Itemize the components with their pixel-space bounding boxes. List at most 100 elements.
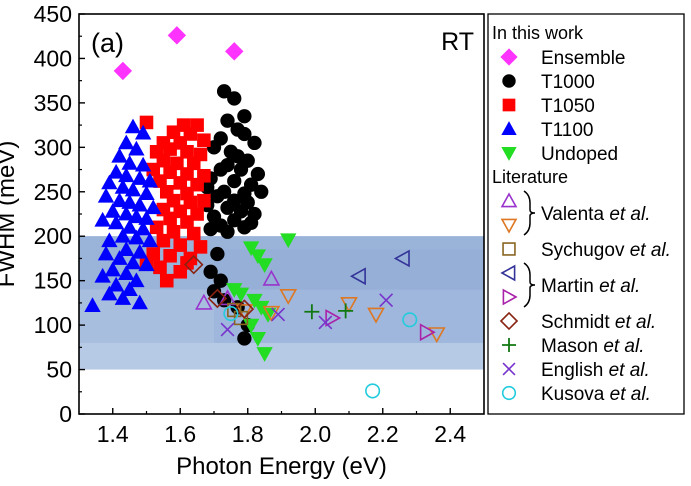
point-t1000 (227, 213, 242, 228)
point-martin-et-al (349, 267, 366, 286)
point-t1100 (111, 250, 128, 265)
point-t1100 (134, 124, 152, 140)
point-ensemble (225, 42, 244, 61)
rt-annotation: RT (441, 28, 474, 56)
point-undoped (232, 287, 250, 303)
point-t1100 (111, 192, 128, 208)
series-mason-et-al-plus (304, 303, 354, 320)
y-tick-label-200: 200 (34, 223, 72, 249)
point-t1100 (118, 205, 135, 221)
point-english-et-al (220, 322, 235, 337)
point-t1050 (180, 145, 194, 159)
point-t1000 (213, 162, 228, 177)
point-t1000 (254, 184, 269, 199)
point-t1050 (163, 165, 177, 179)
series-t1100-triangle-up (84, 118, 162, 312)
point-t1100 (114, 227, 132, 243)
point-t1100 (138, 185, 155, 200)
legend-label-t1050: T1050 (541, 96, 595, 117)
legend-marker-martin-2 (502, 288, 518, 306)
y-tick-label-0: 0 (59, 401, 72, 427)
legend-marker-valenta-2 (500, 218, 518, 234)
legend-box (487, 13, 685, 415)
point-schmidt-et-al (183, 254, 204, 275)
point-t1000 (227, 173, 242, 189)
point-t1000 (243, 215, 259, 231)
point-t1100 (124, 118, 142, 134)
x-tick-label-2: 2.0 (299, 421, 331, 447)
point-t1050 (159, 273, 174, 288)
point-t1100 (131, 170, 148, 185)
point-t1000 (220, 224, 235, 239)
legend-etal: et al. (630, 240, 671, 261)
legend-label-schmidt: Schmidt et al. (541, 312, 656, 333)
point-t1000 (220, 200, 235, 215)
point-t1050 (190, 177, 204, 192)
legend-marker-t1050 (502, 98, 516, 112)
point-t1050 (163, 249, 177, 263)
point-t1000 (213, 273, 228, 288)
point-t1050 (156, 233, 171, 248)
x-axis-label: Photon Energy (eV) (176, 453, 387, 480)
point-t1000 (250, 166, 266, 182)
point-t1050 (173, 238, 188, 252)
series-martin-et-al-triangle-right (325, 309, 436, 342)
legend-header-literature: Literature (492, 167, 568, 187)
point-undoped (249, 249, 267, 265)
point-t1100 (141, 172, 159, 188)
point-t1100 (118, 134, 135, 150)
point-t1100 (128, 229, 145, 245)
point-t1100 (131, 196, 148, 212)
point-t1050 (163, 211, 177, 226)
point-t1100 (128, 140, 145, 156)
series-martin-et-al-triangle-left (349, 249, 410, 286)
legend-marker-t1000 (502, 74, 516, 88)
point-undoped (242, 241, 260, 257)
point-t1100 (121, 281, 138, 296)
point-t1100 (131, 294, 148, 310)
point-t1100 (131, 243, 148, 259)
point-t1100 (118, 265, 135, 280)
point-t1100 (124, 181, 142, 197)
point-valenta-et-al (262, 269, 281, 286)
point-valenta-et-al (427, 327, 446, 344)
legend-marker-martin-1 (500, 264, 516, 282)
point-ensemble (113, 61, 133, 81)
point-schmidt-et-al (234, 299, 255, 319)
point-t1100 (104, 203, 121, 218)
legend-label-kusova: Kusova et al. (541, 384, 651, 405)
x-tick-label-1.6: 1.6 (164, 421, 196, 447)
y-tick-label-100: 100 (34, 312, 72, 338)
point-mason-et-al (338, 303, 354, 319)
legend-header-in-this-work: In this work (492, 23, 584, 43)
point-t1100 (134, 220, 152, 236)
point-t1100 (145, 199, 162, 215)
series-english-et-al-x (220, 293, 394, 337)
point-t1000 (237, 126, 252, 142)
legend: In this work Ensemble T1000 T1050 T1100 Undop… (487, 13, 685, 415)
point-t1100 (107, 276, 125, 292)
point-t1000 (206, 284, 222, 299)
y-tick-label-300: 300 (34, 134, 72, 160)
point-t1050 (193, 240, 208, 254)
legend-label-mason: Mason et al. (541, 336, 645, 357)
point-undoped (256, 258, 273, 273)
point-sychugov-et-al (233, 310, 249, 326)
point-t1100 (104, 261, 121, 277)
point-t1000 (233, 162, 249, 177)
legend-etal: et al. (615, 312, 656, 333)
y-tick-label-150: 150 (34, 268, 72, 294)
legend-label-undoped: Undoped (541, 144, 618, 165)
point-t1100 (141, 232, 159, 248)
legend-brace-valenta (523, 190, 536, 236)
point-t1100 (101, 174, 118, 190)
point-valenta-et-al (367, 307, 385, 324)
series-ensemble-diamond (113, 26, 244, 81)
point-undoped (280, 233, 297, 249)
point-t1100 (118, 241, 135, 256)
point-t1000 (220, 113, 235, 128)
point-english-et-al (271, 307, 286, 322)
point-t1050 (163, 142, 177, 156)
point-kusova-et-al (365, 383, 381, 399)
